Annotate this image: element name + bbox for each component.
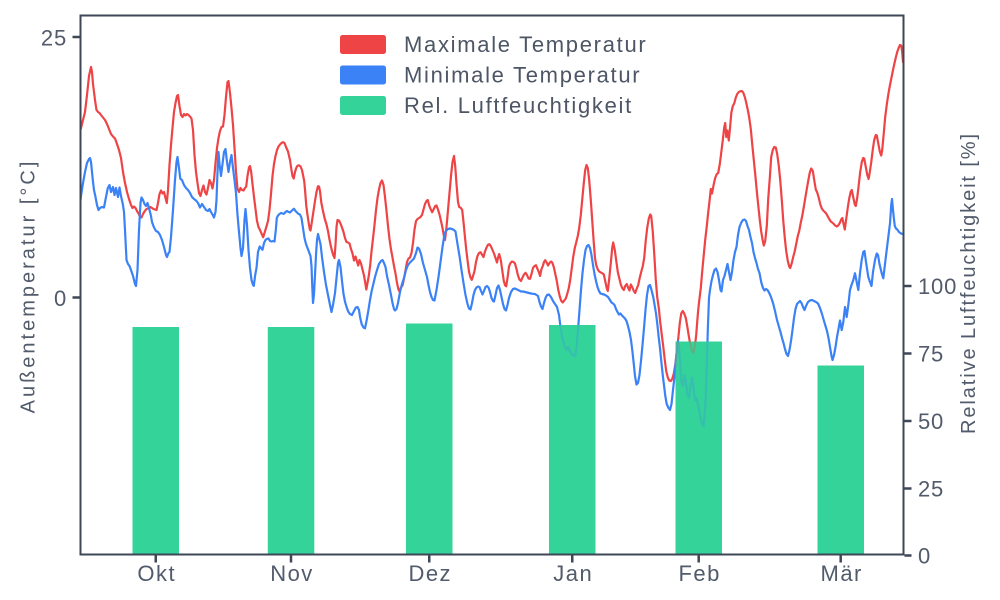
svg-text:Mär: Mär bbox=[821, 561, 863, 586]
svg-text:75: 75 bbox=[918, 341, 944, 366]
svg-text:Nov: Nov bbox=[270, 561, 314, 586]
svg-text:Okt: Okt bbox=[137, 561, 176, 586]
svg-text:Rel. Luftfeuchtigkeit: Rel. Luftfeuchtigkeit bbox=[404, 93, 633, 118]
svg-text:Jan: Jan bbox=[553, 561, 593, 586]
svg-text:Relative Luftfeuchtigkeit [%]: Relative Luftfeuchtigkeit [%] bbox=[958, 132, 980, 434]
svg-text:Minimale Temperatur: Minimale Temperatur bbox=[404, 63, 641, 88]
svg-text:Dez: Dez bbox=[408, 561, 452, 586]
svg-text:0: 0 bbox=[54, 286, 67, 311]
svg-text:50: 50 bbox=[918, 409, 944, 434]
svg-text:25: 25 bbox=[41, 25, 67, 50]
svg-text:Außentemperatur [°C]: Außentemperatur [°C] bbox=[18, 159, 40, 414]
svg-text:100: 100 bbox=[918, 274, 957, 299]
svg-text:Feb: Feb bbox=[678, 561, 720, 586]
svg-text:25: 25 bbox=[918, 476, 944, 501]
svg-text:0: 0 bbox=[918, 543, 931, 568]
svg-text:Maximale Temperatur: Maximale Temperatur bbox=[404, 32, 647, 57]
